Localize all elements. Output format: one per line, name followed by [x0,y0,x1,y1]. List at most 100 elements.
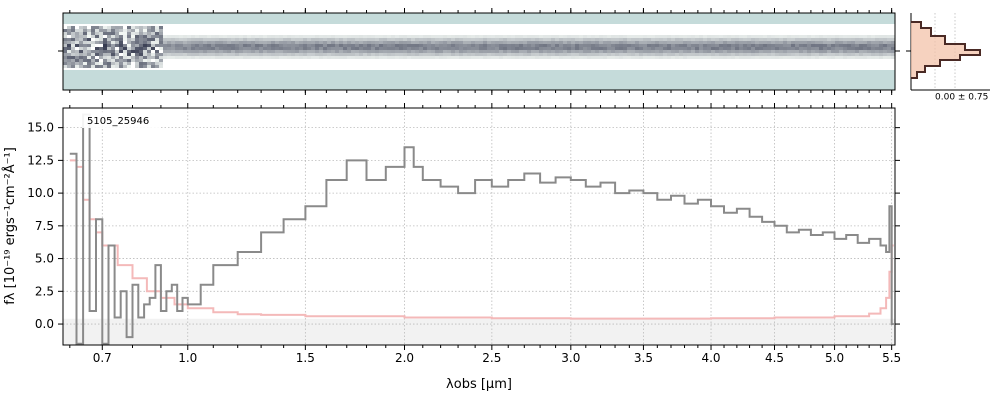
trace-pixel [567,38,571,41]
trace-pixel [735,35,739,38]
x-tick-label: 4.0 [701,351,720,365]
trace-pixel [435,44,439,47]
trace-pixel [715,41,719,44]
trace-pixel [295,41,299,44]
trace-pixel [151,47,155,50]
trace-pixel [871,53,875,56]
trace-pixel [271,47,275,50]
trace-pixel [327,35,331,38]
trace-pixel [563,41,567,44]
trace-pixel [103,59,107,62]
trace-pixel [819,50,823,53]
trace-pixel [467,38,471,41]
trace-pixel [99,35,103,38]
trace-pixel [483,50,487,53]
trace-pixel [615,41,619,44]
trace-pixel [791,56,795,59]
trace-pixel [95,38,99,41]
trace-pixel [99,41,103,44]
trace-pixel [375,41,379,44]
trace-pixel [355,41,359,44]
trace-pixel [431,53,435,56]
trace-pixel [179,47,183,50]
trace-pixel [643,53,647,56]
trace-pixel [719,44,723,47]
trace-pixel [431,56,435,59]
trace-pixel [167,44,171,47]
trace-pixel [227,50,231,53]
trace-pixel [827,47,831,50]
trace-pixel [119,50,123,53]
trace-pixel [455,50,459,53]
trace-pixel [283,41,287,44]
trace-pixel [699,41,703,44]
trace-pixel [295,53,299,56]
trace-pixel [635,50,639,53]
trace-pixel [603,44,607,47]
trace-pixel [543,50,547,53]
trace-pixel [615,44,619,47]
trace-pixel [631,56,635,59]
trace-pixel [839,35,843,38]
trace-pixel [587,47,591,50]
trace-pixel [259,35,263,38]
trace-pixel [175,47,179,50]
trace-pixel [103,38,107,41]
trace-pixel [487,56,491,59]
trace-pixel [811,53,815,56]
trace-pixel [263,44,267,47]
trace-pixel [419,38,423,41]
trace-pixel [275,56,279,59]
trace-pixel [479,53,483,56]
trace-pixel [135,26,139,29]
trace-pixel [583,44,587,47]
trace-pixel [779,50,783,53]
trace-pixel [399,38,403,41]
trace-pixel [819,35,823,38]
trace-pixel [779,44,783,47]
trace-pixel [551,53,555,56]
trace-pixel [507,44,511,47]
trace-pixel [299,47,303,50]
trace-pixel [75,65,79,68]
trace-pixel [63,50,67,53]
trace-pixel [71,50,75,53]
trace-pixel [539,50,543,53]
trace-pixel [751,41,755,44]
trace-pixel [75,56,79,59]
trace-pixel [703,38,707,41]
trace-pixel [495,38,499,41]
trace-pixel [279,50,283,53]
trace-pixel [643,44,647,47]
trace-pixel [223,56,227,59]
trace-pixel [591,50,595,53]
trace-pixel [311,44,315,47]
trace-pixel [75,41,79,44]
trace-pixel [559,35,563,38]
trace-pixel [875,47,879,50]
trace-pixel [659,35,663,38]
trace-pixel [159,65,163,68]
profile-panel: 0.00 ± 0.75 [906,13,990,103]
spectrum-1d-frame [62,107,896,346]
trace-pixel [123,32,127,35]
spectrum-2d-ticks [58,8,900,95]
trace-pixel [91,50,95,53]
trace-pixel [147,38,151,41]
trace-pixel [727,35,731,38]
trace-pixel [251,35,255,38]
trace-pixel [287,41,291,44]
trace-pixel [191,38,195,41]
trace-pixel [199,50,203,53]
trace-pixel [867,44,871,47]
trace-pixel [655,50,659,53]
trace-pixel [71,35,75,38]
trace-pixel [351,47,355,50]
trace-pixel [323,41,327,44]
trace-pixel [395,50,399,53]
trace-pixel [111,59,115,62]
trace-pixel [331,44,335,47]
trace-pixel [807,47,811,50]
trace-pixel [143,65,147,68]
trace-pixel [859,35,863,38]
